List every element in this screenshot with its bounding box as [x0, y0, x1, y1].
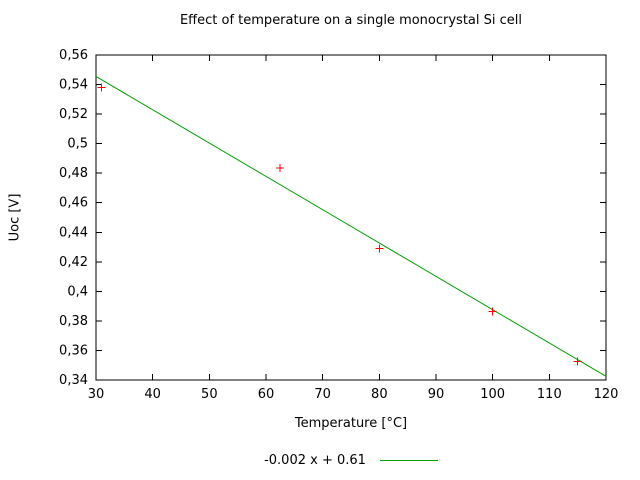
y-tick-label: 0,36 — [59, 343, 88, 358]
y-tick-label: 0,34 — [59, 373, 88, 388]
x-tick-label: 110 — [537, 387, 562, 402]
plot-border — [95, 54, 607, 381]
y-tick-label: 0,44 — [59, 225, 88, 240]
x-tick-label: 90 — [428, 387, 445, 402]
y-tick-label: 0,4 — [67, 284, 88, 299]
x-axis-label: Temperature [°C] — [294, 416, 408, 431]
y-tick-label: 0,48 — [59, 166, 88, 181]
x-tick-label: 120 — [594, 387, 619, 402]
y-tick-label: 0,52 — [59, 107, 88, 122]
y-tick-label: 0,42 — [59, 255, 88, 270]
legend-line-sample — [379, 460, 438, 461]
chart-title: Effect of temperature on a single monocr… — [179, 13, 523, 28]
x-tick-label: 40 — [144, 387, 161, 402]
y-tick-label: 0,38 — [59, 314, 88, 329]
y-tick-label: 0,46 — [59, 196, 88, 211]
fit-line — [95, 75, 607, 377]
x-tick-label: 100 — [480, 387, 505, 402]
x-tick-label: 30 — [88, 387, 105, 402]
legend: -0.002 x + 0.61 — [96, 453, 606, 468]
x-tick-label: 50 — [201, 387, 218, 402]
x-tick-label: 60 — [258, 387, 275, 402]
y-tick-label: 0,56 — [59, 48, 88, 63]
y-tick-label: 0,54 — [59, 78, 88, 93]
x-tick-label: 70 — [314, 387, 331, 402]
legend-label: -0.002 x + 0.61 — [264, 453, 366, 468]
x-tick-label: 80 — [371, 387, 388, 402]
y-tick-label: 0,5 — [67, 137, 88, 152]
